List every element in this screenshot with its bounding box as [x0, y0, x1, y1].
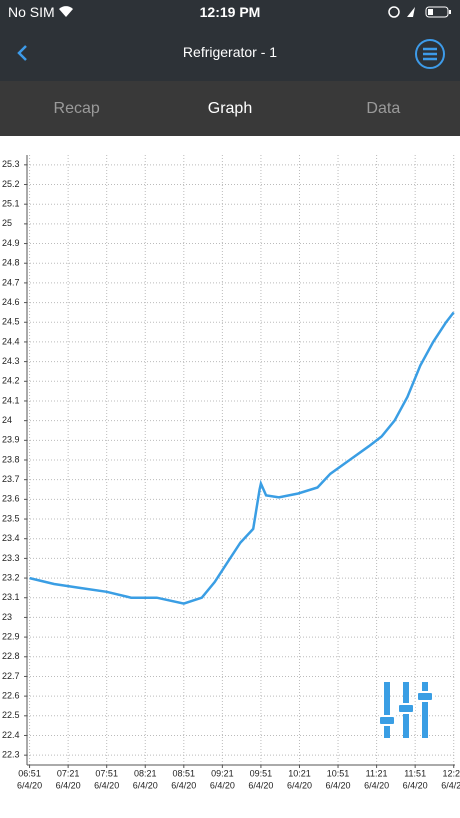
x-tick-label: 10:21: [288, 768, 311, 778]
status-bar: No SIM 12:19 PM: [0, 0, 460, 24]
y-tick-label: 23.1: [2, 592, 20, 602]
y-tick-label: 24.6: [2, 297, 20, 307]
wifi-icon: [59, 6, 73, 17]
x-tick-label: 11:21: [366, 768, 388, 778]
x-tick-date: 6/4/20: [56, 780, 81, 790]
x-tick-label: 09:51: [250, 768, 273, 778]
x-tick-date: 6/4/20: [364, 780, 389, 790]
y-tick-label: 23: [2, 612, 12, 622]
y-tick-label: 24.9: [2, 238, 20, 248]
y-tick-label: 24: [2, 415, 12, 425]
nav-bar: Refrigerator - 1: [0, 24, 460, 81]
tab-selected[interactable]: Graph: [207, 100, 253, 117]
y-tick-label: 23.8: [2, 454, 20, 464]
y-tick-label: 23.9: [2, 435, 20, 445]
data-line: [29, 311, 455, 605]
y-tick-label: 23.5: [2, 513, 20, 523]
y-tick-label: 22.4: [2, 730, 20, 740]
x-tick-date: 6/4/20: [441, 780, 460, 790]
y-tick-label: 22.7: [2, 671, 20, 681]
nav-title: Refrigerator - 1: [182, 44, 278, 60]
x-tick-label: 09:21: [211, 768, 234, 778]
y-tick-label: 22.6: [2, 691, 20, 701]
filter-button[interactable]: [378, 682, 436, 740]
x-tick-date: 6/4/20: [17, 780, 42, 790]
x-tick-label: 07:21: [57, 768, 80, 778]
x-tick-label: 06:51: [18, 768, 41, 778]
y-tick-label: 25.2: [2, 179, 20, 189]
x-tick-label: 07:51: [95, 768, 118, 778]
tab[interactable]: Recap: [53, 100, 100, 117]
x-tick-date: 6/4/20: [210, 780, 235, 790]
x-tick-date: 6/4/20: [403, 780, 428, 790]
x-tick-label: 08:21: [134, 768, 157, 778]
y-tick-label: 24.8: [2, 258, 20, 268]
clock: 12:19 PM: [199, 4, 261, 20]
y-tick-label: 23.3: [2, 553, 20, 563]
y-tick-label: 23.4: [2, 533, 20, 543]
tab[interactable]: Data: [366, 100, 401, 117]
x-tick-date: 6/4/20: [248, 780, 273, 790]
y-tick-label: 22.5: [2, 710, 20, 720]
x-tick-date: 6/4/20: [94, 780, 119, 790]
x-tick-date: 6/4/20: [326, 780, 351, 790]
y-tick-label: 25.3: [2, 159, 20, 169]
x-tick-date: 6/4/20: [133, 780, 158, 790]
x-tick-date: 6/4/20: [287, 780, 312, 790]
y-tick-label: 23.2: [2, 572, 20, 582]
y-tick-label: 23.6: [2, 494, 20, 504]
y-tick-label: 24.2: [2, 376, 20, 386]
y-tick-label: 24.1: [2, 395, 20, 405]
carrier: No SIM: [8, 4, 55, 20]
y-tick-label: 22.9: [2, 631, 20, 641]
x-tick-date: 6/4/20: [171, 780, 196, 790]
tab-bar: Recap Graph Data: [0, 81, 460, 136]
y-tick-label: 24.7: [2, 277, 20, 287]
y-tick-label: 22.8: [2, 651, 20, 661]
y-tick-label: 24.5: [2, 317, 20, 327]
y-tick-label: 24.3: [2, 356, 20, 366]
x-tick-label: 12:21: [442, 768, 460, 778]
x-tick-label: 08:51: [173, 768, 196, 778]
y-tick-label: 22.3: [2, 750, 20, 760]
status-icons: [388, 6, 451, 18]
x-tick-label: 10:51: [327, 768, 350, 778]
menu-button[interactable]: [414, 38, 446, 70]
x-tick-label: 11:51: [404, 768, 426, 778]
back-button[interactable]: [16, 44, 30, 62]
y-tick-label: 24.4: [2, 336, 20, 346]
y-tick-label: 25: [2, 218, 12, 228]
y-tick-label: 25.1: [2, 199, 20, 209]
y-tick-label: 23.7: [2, 474, 20, 484]
